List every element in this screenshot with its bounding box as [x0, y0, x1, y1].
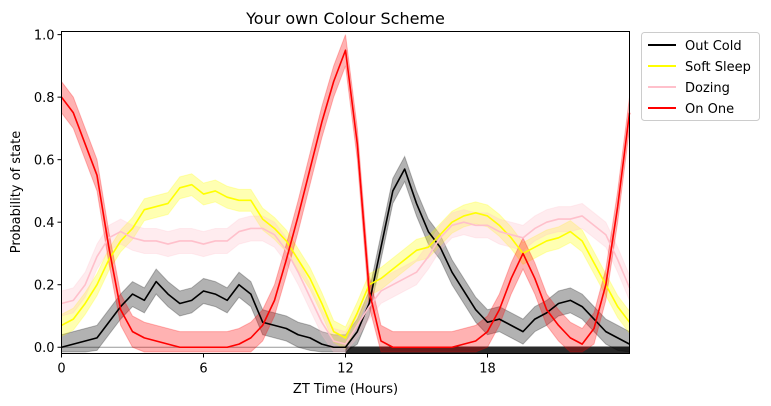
y-tick-label: 0.0 [34, 341, 55, 356]
legend-label: On One [685, 102, 734, 117]
series-line-on-one [60, 49, 631, 349]
x-axis-label: ZT Time (Hours) [293, 382, 398, 397]
legend: Out Cold Soft Sleep Dozing On One [641, 32, 760, 121]
y-axis: 0.0 0.2 0.4 0.6 0.8 1.0 [34, 29, 62, 356]
legend-label: Soft Sleep [685, 60, 751, 75]
x-tick-label: 0 [57, 362, 65, 377]
x-tick-label: 6 [199, 362, 207, 377]
y-tick-label: 0.6 [34, 154, 55, 169]
x-tick-label: 18 [479, 362, 496, 377]
dark-phase-bar [345, 346, 630, 354]
y-tick-label: 0.4 [34, 216, 55, 231]
x-axis: 0 6 12 18 [57, 353, 496, 377]
legend-label: Dozing [685, 81, 730, 96]
series-line-out-cold [61, 168, 630, 349]
y-tick-label: 0.8 [34, 91, 55, 106]
legend-label: Out Cold [685, 39, 742, 54]
y-tick-label: 1.0 [34, 29, 55, 44]
chart-title: Your own Colour Scheme [245, 9, 445, 28]
legend-frame [641, 32, 760, 121]
x-tick-label: 12 [337, 362, 354, 377]
y-axis-label: Probability of state [9, 131, 24, 253]
series-line-soft-sleep [61, 183, 631, 339]
series-line-dozing [61, 215, 631, 345]
y-tick-label: 0.2 [34, 279, 55, 294]
